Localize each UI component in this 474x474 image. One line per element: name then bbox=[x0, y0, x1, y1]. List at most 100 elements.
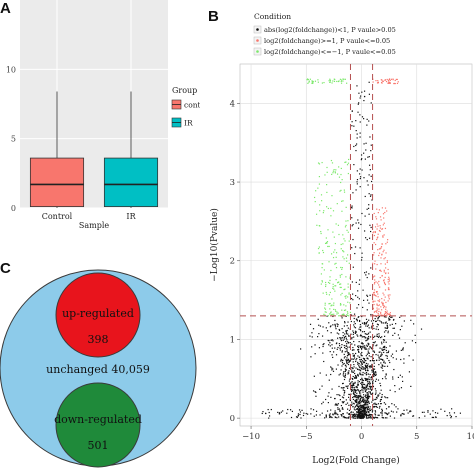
volcano-point-ns bbox=[363, 362, 365, 364]
volcano-point-ns bbox=[376, 397, 378, 399]
volcano-point-up bbox=[388, 276, 390, 278]
volcano-point-down bbox=[348, 262, 350, 264]
volcano-point-ns bbox=[364, 395, 366, 397]
volcano-point-ns bbox=[381, 352, 383, 354]
volcano-point-ns bbox=[366, 353, 368, 355]
volcano-point-ns bbox=[373, 417, 375, 419]
volcano-point-ns bbox=[383, 346, 385, 348]
volcano-point-up bbox=[374, 260, 376, 262]
volcano-point-ns bbox=[361, 256, 363, 259]
volcano-point-ns bbox=[414, 334, 416, 336]
venn-unchanged-count: 40,059 bbox=[111, 363, 150, 376]
volcano-point-ns bbox=[267, 408, 269, 411]
volcano-point-ns bbox=[363, 406, 365, 408]
volcano-point-ns bbox=[353, 355, 355, 357]
volcano-point-ns bbox=[451, 408, 453, 410]
volcano-point-ns bbox=[374, 398, 376, 401]
volcano-point-ns bbox=[358, 340, 360, 343]
volcano-point-ns bbox=[340, 358, 342, 361]
volcano-point-ns bbox=[356, 415, 358, 418]
volcano-point-ns bbox=[370, 414, 373, 416]
volcano-point-ns bbox=[321, 412, 323, 414]
volcano-point-ns bbox=[394, 391, 396, 393]
volcano-point-up bbox=[386, 210, 388, 212]
volcano-point-ns bbox=[365, 340, 367, 342]
volcano-point-ns bbox=[359, 402, 361, 404]
volcano-point-ns bbox=[344, 376, 346, 379]
volcano-point-up bbox=[384, 310, 386, 313]
volcano-point-ns bbox=[322, 326, 324, 328]
volcano-point-ns bbox=[354, 417, 356, 419]
volcano-point-ns bbox=[356, 357, 358, 360]
volcano-point-ns bbox=[328, 344, 330, 346]
volcano-point-ns bbox=[358, 320, 361, 323]
volcano-point-up bbox=[381, 243, 383, 245]
volcano-point-ns bbox=[376, 323, 379, 325]
volcano-point-down bbox=[308, 81, 310, 83]
volcano-point-ns bbox=[372, 350, 374, 352]
volcano-point-ns bbox=[383, 351, 385, 354]
volcano-point-ns bbox=[359, 326, 361, 328]
volcano-point-ns bbox=[358, 414, 361, 416]
volcano-point-ns bbox=[356, 408, 358, 410]
volcano-point-ns bbox=[373, 336, 375, 339]
volcano-point-ns bbox=[356, 385, 358, 388]
volcano-point-ns bbox=[329, 326, 332, 328]
volcano-point-ns bbox=[344, 351, 346, 353]
volcano-point-ns bbox=[355, 281, 357, 284]
volcano-point-ns bbox=[331, 367, 333, 369]
volcano-point-down bbox=[324, 308, 327, 310]
volcano-point-ns bbox=[351, 366, 353, 369]
volcano-point-up bbox=[381, 301, 383, 303]
volcano-point-ns bbox=[446, 414, 448, 417]
volcano-point-ns bbox=[351, 384, 353, 386]
volcano-point-ns bbox=[363, 404, 365, 407]
volcano-point-ns bbox=[349, 383, 351, 385]
volcano-point-up bbox=[381, 309, 383, 311]
volcano-point-ns bbox=[357, 363, 359, 365]
volcano-point-ns bbox=[282, 410, 284, 412]
volcano-point-ns bbox=[367, 415, 369, 417]
volcano-point-ns bbox=[318, 333, 320, 335]
volcano-point-up bbox=[387, 294, 389, 296]
volcano-point-ns bbox=[364, 346, 366, 349]
volcano-point-ns bbox=[347, 327, 349, 329]
volcano-legend-marker bbox=[256, 50, 259, 53]
volcano-point-ns bbox=[365, 362, 367, 365]
volcano-point-up bbox=[372, 254, 375, 256]
volcano-point-up bbox=[386, 315, 388, 317]
volcano-point-ns bbox=[355, 352, 357, 355]
volcano-point-ns bbox=[392, 334, 394, 337]
boxplot-ytick-label: 10 bbox=[6, 65, 16, 74]
volcano-point-down bbox=[336, 203, 338, 205]
volcano-point-ns bbox=[385, 349, 387, 352]
volcano-point-ns bbox=[369, 409, 372, 411]
volcano-point-down bbox=[331, 313, 333, 316]
volcano-point-ns bbox=[287, 408, 289, 411]
volcano-point-ns bbox=[357, 380, 359, 382]
volcano-point-down bbox=[325, 285, 327, 288]
volcano-point-ns bbox=[385, 330, 387, 332]
volcano-point-ns bbox=[347, 352, 349, 354]
volcano-point-ns bbox=[380, 412, 382, 414]
volcano-point-ns bbox=[370, 267, 372, 269]
volcano-point-ns bbox=[356, 183, 358, 185]
volcano-point-ns bbox=[423, 411, 425, 413]
volcano-point-ns bbox=[366, 384, 368, 386]
volcano-point-ns bbox=[376, 326, 378, 328]
volcano-point-ns bbox=[335, 342, 338, 345]
volcano-point-ns bbox=[393, 417, 396, 419]
volcano-point-ns bbox=[359, 411, 361, 413]
volcano-point-ns bbox=[347, 385, 349, 387]
volcano-point-down bbox=[341, 267, 343, 269]
volcano-point-ns bbox=[353, 389, 355, 391]
volcano-point-ns bbox=[361, 379, 363, 381]
volcano-point-ns bbox=[360, 223, 362, 226]
volcano-point-ns bbox=[395, 350, 398, 352]
volcano-point-down bbox=[313, 196, 316, 199]
volcano-point-ns bbox=[361, 399, 364, 402]
volcano-point-ns bbox=[359, 392, 361, 394]
volcano-point-ns bbox=[328, 322, 330, 324]
volcano-point-ns bbox=[334, 397, 336, 400]
volcano-point-ns bbox=[360, 396, 363, 398]
